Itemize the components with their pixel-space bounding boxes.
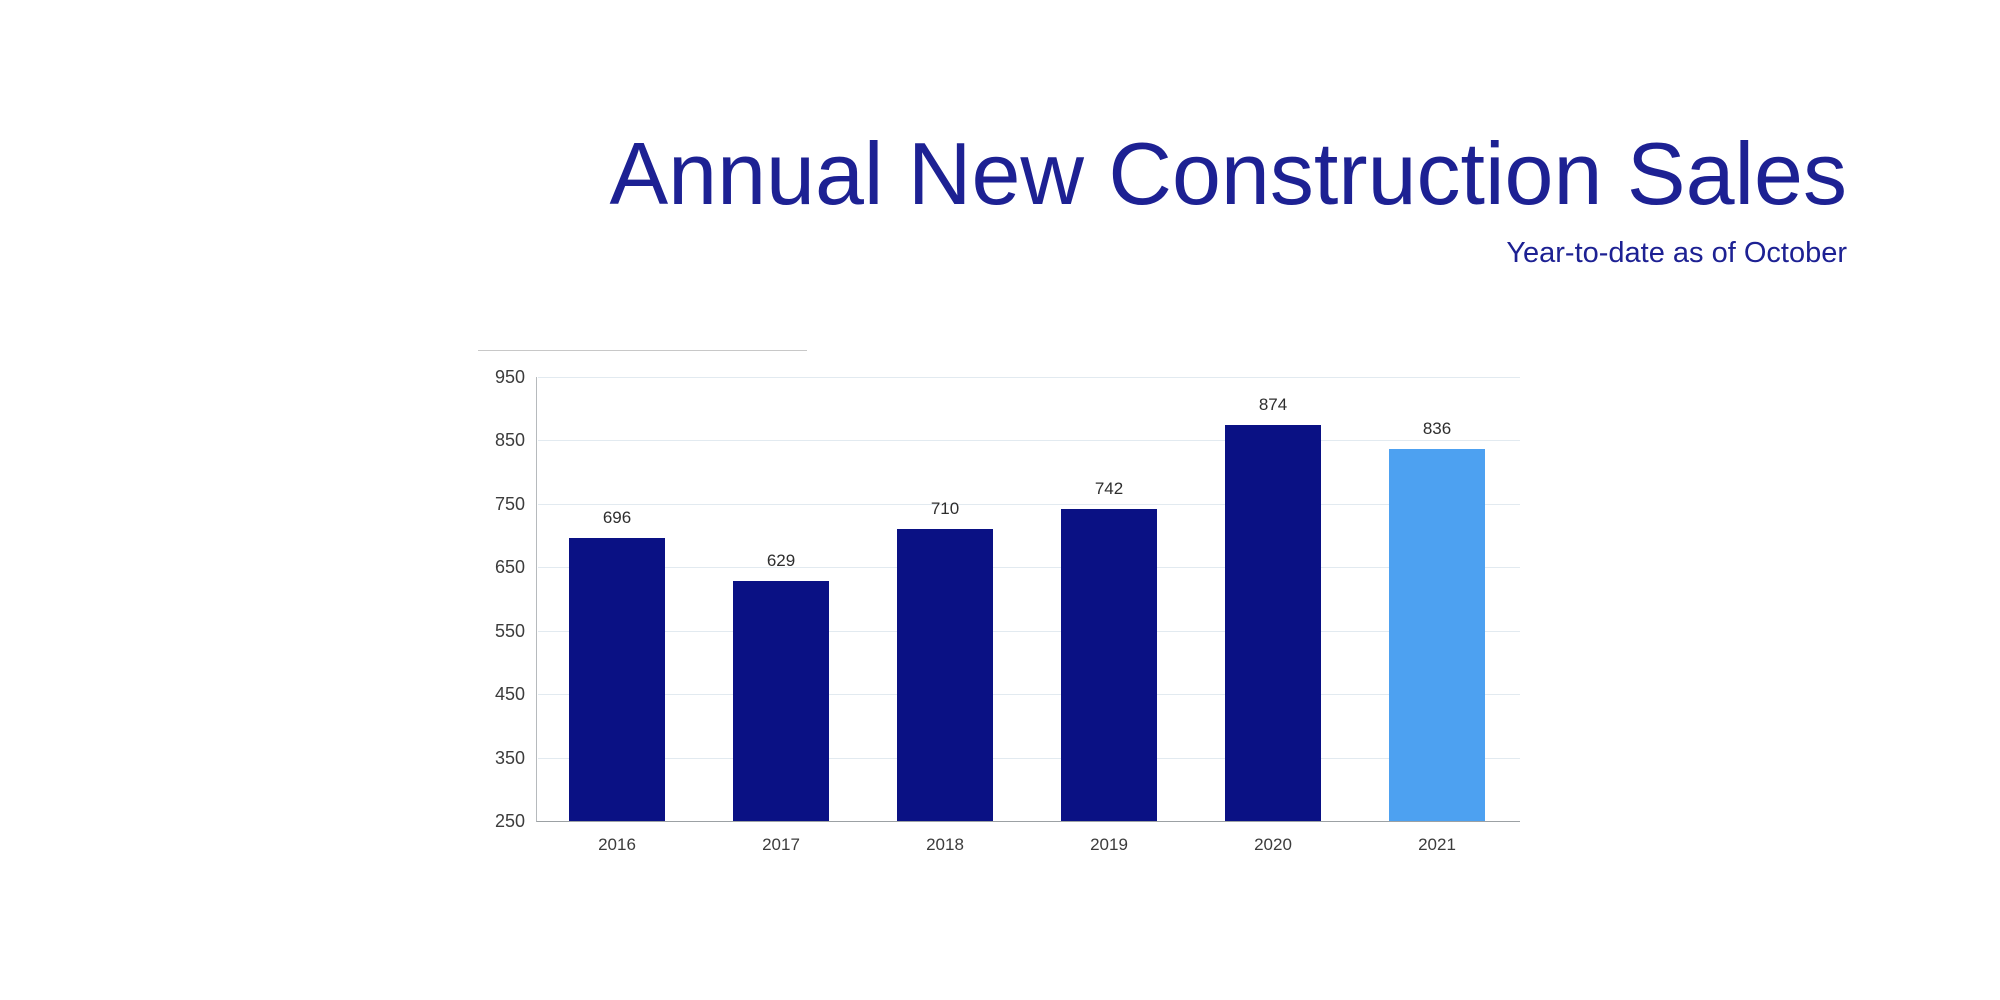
bar-value-label-2016: 696 [602,508,632,528]
x-tick-label-2018: 2018 [926,835,964,854]
bar-value-label-2020: 874 [1258,395,1288,415]
gridline-750 [538,503,1520,505]
y-tick-label-750: 750 [494,493,525,514]
bar-2017 [733,580,829,821]
bar-value-label-2018: 710 [930,499,960,519]
y-tick-label-550: 550 [494,620,525,641]
y-tick-label-950: 950 [494,367,525,387]
bar-2018 [897,529,993,821]
chart-header: Annual New Construction Sales Year-to-da… [609,130,1847,268]
y-tick-label-850: 850 [494,430,525,451]
chart-title: Annual New Construction Sales [609,124,1847,223]
y-tick-label-350: 350 [494,747,525,768]
partial-top-border-line [478,350,807,351]
x-tick-label-2019: 2019 [1090,835,1128,854]
plot-area: 250 350 450 550 650 750 850 950 696 629 710 742 874… [495,367,1520,854]
y-tick-label-250: 250 [494,811,525,831]
y-tick-label-650: 650 [494,557,525,578]
bar-value-label-2019: 742 [1094,478,1124,498]
chart-subtitle: Year-to-date as of October [1506,237,1847,269]
bar-2016 [569,538,665,821]
bar-2020 [1225,425,1321,821]
gridline-650 [538,567,1520,569]
bar-2019 [1061,508,1157,821]
x-tick-label-2021: 2021 [1418,835,1456,854]
bar-2021 [1389,449,1485,821]
gridline-550 [538,630,1520,632]
gridline-850 [538,440,1520,442]
y-tick-label-450: 450 [494,684,525,705]
x-tick-label-2017: 2017 [762,835,800,854]
bar-value-label-2021: 836 [1422,419,1452,439]
x-tick-label-2016: 2016 [598,835,636,854]
x-tick-label-2020: 2020 [1254,835,1292,854]
gridline-950 [538,377,1520,378]
gridline-350 [538,757,1520,759]
bar-value-label-2017: 629 [766,550,796,570]
gridline-450 [538,694,1520,696]
